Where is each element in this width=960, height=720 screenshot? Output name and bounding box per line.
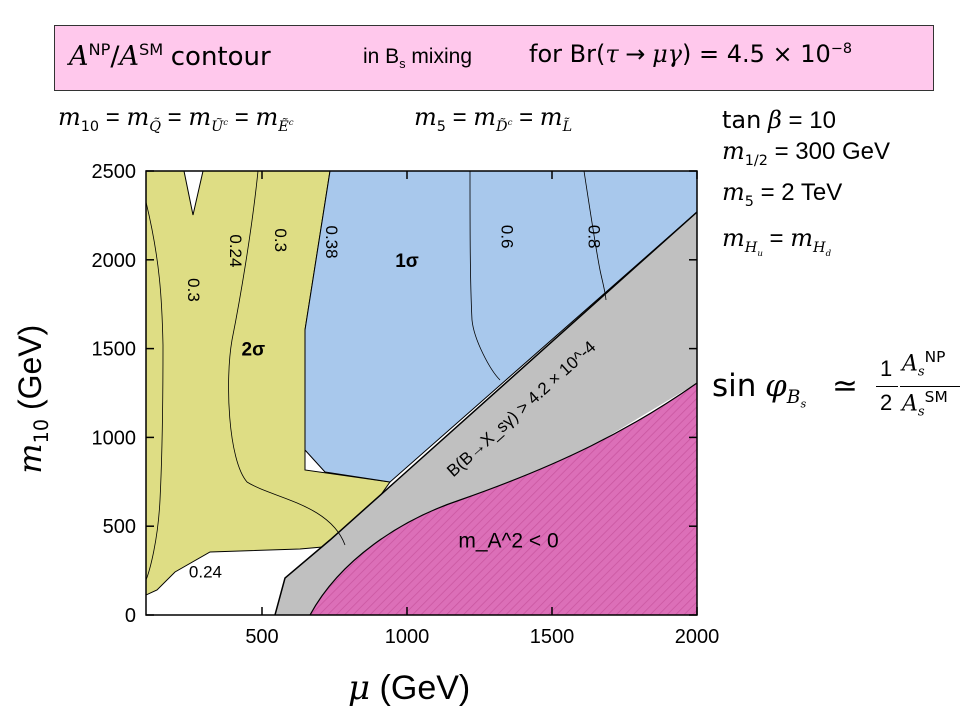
contour-level-label: 0.6 bbox=[497, 225, 516, 249]
contour-0-3-inner bbox=[228, 171, 346, 546]
y-tick-label: 1000 bbox=[92, 427, 137, 449]
banner-br: for Br(τ → μγ) = 4.5 × 10−8 bbox=[529, 40, 853, 68]
x-tick-label: 2000 bbox=[675, 626, 720, 648]
one-sigma-label: 1σ bbox=[395, 251, 419, 272]
m5-value-label: m5 = 2 TeV bbox=[722, 178, 843, 210]
contour-0-8 bbox=[583, 171, 607, 301]
contour-level-label: 0.38 bbox=[322, 225, 341, 258]
grey-boundary-line bbox=[274, 211, 697, 615]
contour-level-label: 0.24 bbox=[226, 234, 245, 267]
x-tick-label: 1500 bbox=[530, 626, 575, 648]
pink-boundary-line bbox=[309, 382, 697, 615]
banner-mixing: in Bs mixing bbox=[363, 45, 473, 72]
y-tick-label: 2000 bbox=[92, 250, 137, 272]
mhu-label: mHu = mHd bbox=[722, 224, 832, 259]
m-half-label: m1/2 = 300 GeV bbox=[722, 137, 891, 169]
contour-level-label: 0.8 bbox=[584, 225, 603, 249]
x-tick-label: 500 bbox=[245, 626, 278, 648]
y-tick-label: 1500 bbox=[92, 339, 137, 361]
one-sigma-region bbox=[304, 171, 697, 483]
ma2-negative-region bbox=[310, 383, 697, 615]
banner-contour-title: ANP/ASM contour bbox=[69, 40, 271, 72]
y-tick-label: 2500 bbox=[92, 161, 137, 183]
contour-0-6 bbox=[469, 171, 501, 381]
y-axis-title: m10 (GeV) bbox=[10, 324, 54, 474]
bsg-excluded-region bbox=[275, 212, 697, 615]
title-banner: ANP/ASM contour in Bs mixing for Br(τ → … bbox=[54, 25, 934, 91]
ma2-label: m_A^2 < 0 bbox=[458, 530, 558, 553]
m5-equation: m5 = mD̃c = mL̃ bbox=[414, 103, 573, 135]
x-axis-title: μ (GeV) bbox=[348, 668, 471, 708]
contour-0-3-left bbox=[146, 201, 164, 581]
y-tick-label: 0 bbox=[125, 605, 136, 627]
x-tick-label: 1000 bbox=[385, 626, 430, 648]
two-sigma-label: 2σ bbox=[242, 340, 266, 361]
plot-frame bbox=[145, 170, 698, 616]
contour-level-label: 0.3 bbox=[184, 278, 203, 302]
contour-level-label: 0.3 bbox=[271, 228, 290, 252]
y-tick-label: 500 bbox=[103, 516, 136, 538]
m10-equation: m10 = mQ̃ = mŨc = mẼc bbox=[58, 103, 294, 135]
contour-level-label: 0.24 bbox=[189, 563, 222, 582]
tanbeta-label: tan β = 10 bbox=[722, 106, 836, 134]
